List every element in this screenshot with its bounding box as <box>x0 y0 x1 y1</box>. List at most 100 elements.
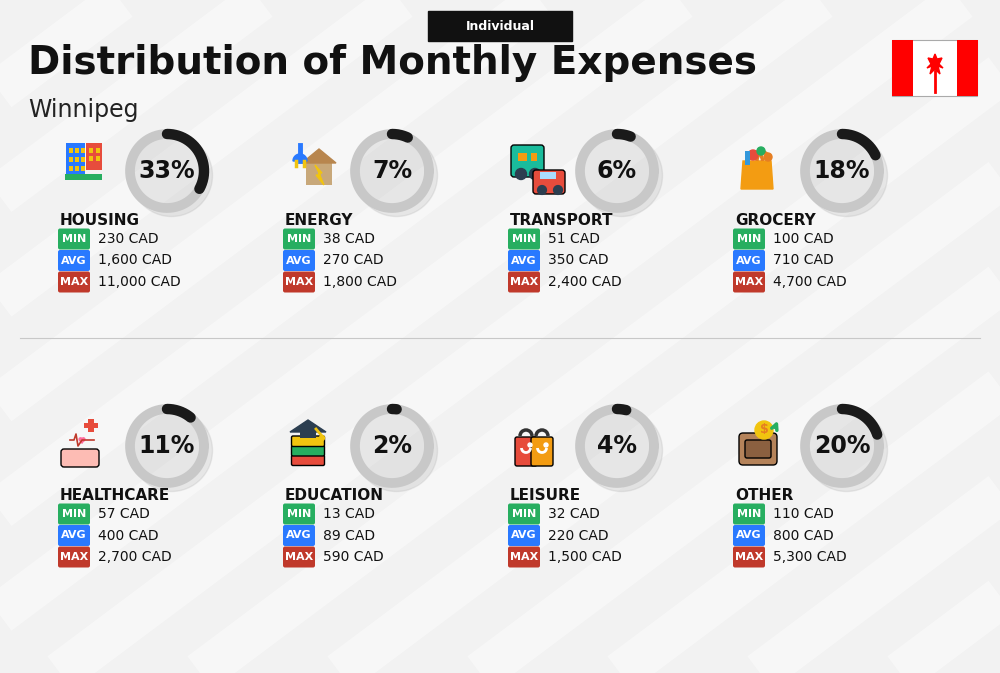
Circle shape <box>764 153 772 161</box>
Text: GROCERY: GROCERY <box>735 213 816 228</box>
FancyBboxPatch shape <box>508 250 540 271</box>
Text: 2,400 CAD: 2,400 CAD <box>548 275 622 289</box>
Bar <box>75 148 79 153</box>
Text: 1,500 CAD: 1,500 CAD <box>548 550 622 564</box>
FancyBboxPatch shape <box>508 546 540 567</box>
Bar <box>518 153 527 161</box>
Text: MIN: MIN <box>512 509 536 519</box>
Text: MAX: MAX <box>60 277 88 287</box>
FancyBboxPatch shape <box>511 145 544 177</box>
FancyBboxPatch shape <box>58 271 90 293</box>
Text: AVG: AVG <box>286 256 312 266</box>
Text: 230 CAD: 230 CAD <box>98 232 159 246</box>
Bar <box>892 40 913 96</box>
FancyBboxPatch shape <box>531 437 553 466</box>
Text: AVG: AVG <box>286 530 312 540</box>
Text: 57 CAD: 57 CAD <box>98 507 150 521</box>
FancyBboxPatch shape <box>733 271 765 293</box>
Text: MAX: MAX <box>60 552 88 562</box>
Bar <box>745 151 750 165</box>
Text: 590 CAD: 590 CAD <box>323 550 384 564</box>
Bar <box>75 166 79 171</box>
FancyBboxPatch shape <box>733 250 765 271</box>
Text: Individual: Individual <box>466 20 534 32</box>
FancyBboxPatch shape <box>58 503 90 524</box>
Text: Winnipeg: Winnipeg <box>28 98 138 122</box>
Circle shape <box>580 409 662 491</box>
FancyBboxPatch shape <box>58 546 90 567</box>
Polygon shape <box>302 149 336 163</box>
Bar <box>69 148 73 153</box>
Text: 38 CAD: 38 CAD <box>323 232 375 246</box>
Text: MIN: MIN <box>287 234 311 244</box>
FancyBboxPatch shape <box>533 170 565 194</box>
FancyBboxPatch shape <box>61 449 99 467</box>
Text: MAX: MAX <box>285 552 313 562</box>
Bar <box>96 148 100 153</box>
FancyBboxPatch shape <box>283 229 315 250</box>
Text: 710 CAD: 710 CAD <box>773 254 834 267</box>
Text: MIN: MIN <box>512 234 536 244</box>
FancyBboxPatch shape <box>428 11 572 41</box>
Circle shape <box>755 421 773 439</box>
FancyBboxPatch shape <box>291 455 324 466</box>
Bar <box>66 143 85 176</box>
Text: 1,600 CAD: 1,600 CAD <box>98 254 172 267</box>
FancyBboxPatch shape <box>508 503 540 524</box>
Bar <box>531 153 537 161</box>
Text: 100 CAD: 100 CAD <box>773 232 834 246</box>
Circle shape <box>130 135 212 217</box>
FancyBboxPatch shape <box>58 229 90 250</box>
Bar <box>81 166 85 171</box>
Bar <box>69 166 73 171</box>
Bar <box>81 157 85 162</box>
Circle shape <box>580 135 662 217</box>
Text: AVG: AVG <box>511 530 537 540</box>
FancyBboxPatch shape <box>291 436 324 446</box>
Text: OTHER: OTHER <box>735 488 793 503</box>
Text: 2%: 2% <box>372 434 412 458</box>
Circle shape <box>554 186 562 194</box>
FancyBboxPatch shape <box>283 525 315 546</box>
Bar <box>65 174 102 180</box>
Circle shape <box>528 443 532 447</box>
FancyBboxPatch shape <box>283 546 315 567</box>
Circle shape <box>544 443 548 447</box>
Bar <box>540 172 556 179</box>
Text: 110 CAD: 110 CAD <box>773 507 834 521</box>
Text: 11,000 CAD: 11,000 CAD <box>98 275 181 289</box>
Circle shape <box>538 186 546 194</box>
Bar <box>89 156 93 161</box>
FancyBboxPatch shape <box>508 525 540 546</box>
Text: MIN: MIN <box>62 509 86 519</box>
Text: AVG: AVG <box>736 256 762 266</box>
Bar <box>957 40 978 96</box>
Circle shape <box>757 147 765 155</box>
Text: 5,300 CAD: 5,300 CAD <box>773 550 847 564</box>
Text: 2,700 CAD: 2,700 CAD <box>98 550 172 564</box>
Polygon shape <box>290 420 326 432</box>
FancyBboxPatch shape <box>508 271 540 293</box>
Text: 800 CAD: 800 CAD <box>773 528 834 542</box>
Text: 4,700 CAD: 4,700 CAD <box>773 275 847 289</box>
Text: 6%: 6% <box>597 159 637 183</box>
Text: AVG: AVG <box>61 530 87 540</box>
Text: 51 CAD: 51 CAD <box>548 232 600 246</box>
Text: 18%: 18% <box>814 159 870 183</box>
FancyBboxPatch shape <box>283 503 315 524</box>
Circle shape <box>516 168 526 180</box>
FancyBboxPatch shape <box>733 229 765 250</box>
Bar <box>88 419 94 432</box>
Text: EDUCATION: EDUCATION <box>285 488 384 503</box>
Bar <box>75 157 79 162</box>
Bar <box>69 157 73 162</box>
Text: 1,800 CAD: 1,800 CAD <box>323 275 397 289</box>
Text: TRANSPORT: TRANSPORT <box>510 213 614 228</box>
Circle shape <box>530 168 540 180</box>
Polygon shape <box>927 54 943 74</box>
Text: 7%: 7% <box>372 159 412 183</box>
Text: AVG: AVG <box>511 256 537 266</box>
FancyBboxPatch shape <box>745 440 771 458</box>
Text: MIN: MIN <box>287 509 311 519</box>
FancyBboxPatch shape <box>733 503 765 524</box>
